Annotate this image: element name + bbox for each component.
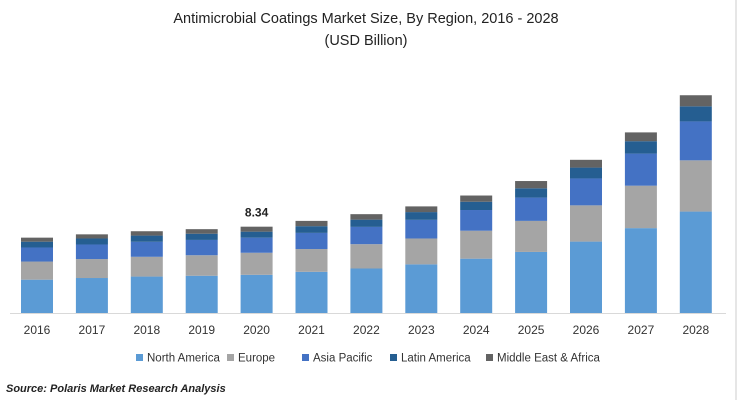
bar-segment-middle-east-africa-2025 [515,181,548,189]
chart-title: Antimicrobial Coatings Market Size, By R… [173,11,558,27]
bar-segment-middle-east-africa-2021 [295,220,328,227]
bar-segment-europe-2020 [240,252,273,275]
x-tick-label: 2022 [353,323,380,337]
bar-segment-latin-america-2027 [624,141,657,154]
bar-segment-asia-pacific-2022 [350,226,383,245]
bar-segment-latin-america-2019 [185,233,218,240]
bar-segment-asia-pacific-2026 [570,178,602,206]
bar-segment-asia-pacific-2027 [624,153,657,186]
bar-segment-middle-east-africa-2019 [185,229,218,234]
bar-segment-latin-america-2022 [350,219,383,227]
bar-segment-europe-2017 [75,259,108,279]
bar-segment-latin-america-2018 [130,235,163,242]
bar-segment-north-america-2028 [679,211,712,313]
bar-segment-north-america-2016 [21,279,53,313]
bar-segment-asia-pacific-2025 [515,197,548,221]
legend-label: North America [147,353,220,365]
x-tick-label: 2027 [628,323,655,337]
x-tick-label: 2017 [79,323,106,337]
legend-label: Middle East & Africa [497,353,601,365]
data-label-2020: 8.34 [245,206,269,220]
bar-segment-europe-2022 [350,244,383,269]
bar-segment-europe-2028 [679,160,712,212]
bar-segment-asia-pacific-2016 [21,247,53,262]
legend-label: Latin America [401,353,471,365]
bar-segment-north-america-2017 [75,278,108,313]
legend-label: Europe [238,353,275,365]
legend-swatch [136,354,143,361]
bar-segment-middle-east-africa-2026 [570,159,602,168]
bar-segment-europe-2025 [515,220,548,252]
x-tick-label: 2021 [298,323,325,337]
bar-segment-middle-east-africa-2020 [240,226,273,232]
x-tick-label: 2028 [682,323,709,337]
bar-segment-middle-east-africa-2018 [130,231,163,236]
bar-segment-latin-america-2020 [240,231,273,238]
bar-segment-latin-america-2021 [295,226,328,233]
bar-segment-asia-pacific-2024 [460,210,493,231]
x-tick-label: 2025 [518,323,545,337]
bar-segment-asia-pacific-2018 [130,241,163,257]
bar-segment-europe-2018 [130,256,163,277]
bar-segment-north-america-2021 [295,271,328,313]
bar-segment-middle-east-africa-2016 [21,237,53,242]
x-tick-label: 2016 [24,323,51,337]
bar-segment-middle-east-africa-2023 [405,206,438,213]
legend-swatch [486,354,493,361]
bar-segment-middle-east-africa-2024 [460,195,493,202]
bar-segment-latin-america-2017 [75,238,108,245]
bar-segment-europe-2024 [460,230,493,259]
bar-segment-latin-america-2025 [515,188,548,198]
bar-segment-north-america-2022 [350,268,383,313]
bar-segment-latin-america-2026 [570,167,602,179]
legend-swatch [227,354,234,361]
chart-subtitle: (USD Billion) [325,33,408,49]
bar-segment-north-america-2024 [460,258,493,313]
legend-label: Asia Pacific [313,353,373,365]
legend-swatch [302,354,309,361]
x-tick-label: 2023 [408,323,435,337]
bars-group: 8.34 [21,95,712,313]
x-tick-label: 2018 [133,323,160,337]
x-tick-label: 2026 [573,323,600,337]
bar-segment-europe-2021 [295,249,328,272]
bar-segment-middle-east-africa-2022 [350,214,383,220]
bar-segment-asia-pacific-2028 [679,121,712,161]
bar-segment-north-america-2019 [185,275,218,313]
bar-segment-latin-america-2028 [679,106,712,122]
bar-segment-middle-east-africa-2017 [75,234,108,239]
x-tick-label: 2020 [243,323,270,337]
bar-segment-north-america-2026 [570,241,602,313]
bar-segment-north-america-2023 [405,264,438,313]
bar-segment-north-america-2025 [515,251,548,313]
x-tick-label: 2024 [463,323,490,337]
bar-segment-latin-america-2024 [460,201,493,211]
bar-segment-asia-pacific-2021 [295,232,328,250]
bar-segment-europe-2027 [624,185,657,229]
bar-segment-asia-pacific-2017 [75,244,108,260]
bar-segment-europe-2023 [405,238,438,265]
legend: North America Europe Asia Pacific Latin Ame… [136,353,601,365]
source-note: Source: Polaris Market Research Analysis [6,383,226,395]
bar-segment-latin-america-2023 [405,212,438,220]
bar-segment-north-america-2020 [240,274,273,313]
bar-segment-europe-2016 [21,261,53,280]
bar-segment-north-america-2018 [130,276,163,313]
bar-segment-asia-pacific-2020 [240,237,273,253]
bar-segment-latin-america-2016 [21,241,53,248]
bar-segment-middle-east-africa-2027 [624,132,657,142]
bar-segment-north-america-2027 [624,228,657,313]
bar-segment-europe-2026 [570,205,602,242]
bar-segment-middle-east-africa-2028 [679,95,712,107]
bar-segment-asia-pacific-2023 [405,219,438,239]
x-tick-labels: 2016 2017 2018 2019 2020 2021 2022 2023 2024 2025… [24,323,710,337]
bar-segment-asia-pacific-2019 [185,239,218,256]
x-tick-label: 2019 [188,323,215,337]
bar-segment-europe-2019 [185,255,218,276]
legend-swatch [390,354,397,361]
